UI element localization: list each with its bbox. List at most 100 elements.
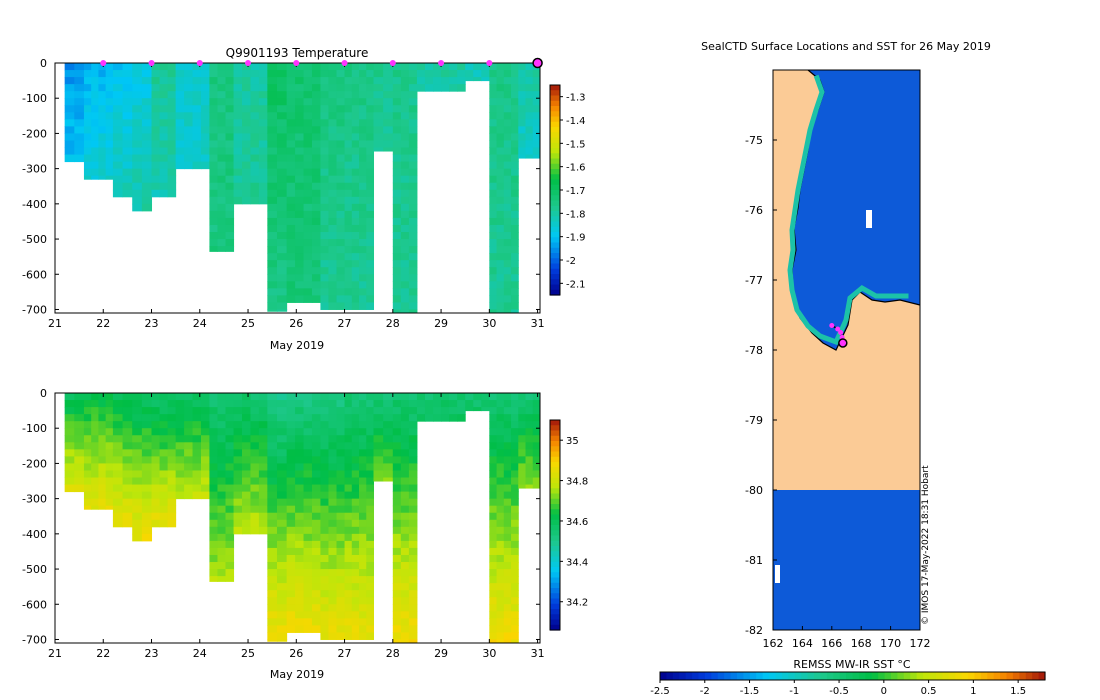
temperature-cell	[151, 84, 161, 92]
temperature-cell	[311, 147, 321, 156]
salinity-cell	[98, 456, 107, 464]
temperature-cell	[511, 302, 519, 310]
salinity-cell	[132, 533, 143, 542]
temperature-cell	[83, 63, 92, 71]
temperature-cell	[258, 91, 268, 99]
temperature-cell	[511, 140, 519, 149]
temperature-cell	[167, 161, 177, 170]
profile-markers	[100, 57, 543, 69]
colorbar-step	[550, 577, 560, 584]
salinity-cell	[233, 512, 243, 521]
colorbar-step	[550, 504, 560, 510]
temperature-cell	[359, 267, 367, 275]
temperature-cell	[344, 84, 353, 92]
temperature-cell	[175, 126, 185, 134]
salinity-cell	[276, 597, 288, 605]
sst-colorbar-step	[839, 672, 847, 680]
salinity-cell	[141, 393, 153, 401]
colorbar-step	[550, 237, 560, 244]
salinity-cell	[122, 477, 133, 486]
salinity-cell	[511, 512, 519, 521]
temperature-cell	[276, 267, 288, 275]
temperature-cell	[303, 281, 313, 289]
temperature-cell	[159, 119, 169, 127]
salinity-cell	[159, 393, 169, 401]
temperature-cell	[336, 295, 346, 303]
salinity-cell	[217, 407, 227, 415]
temperature-cell	[359, 133, 367, 141]
temperature-cell	[159, 112, 169, 120]
salinity-cell	[311, 421, 321, 429]
temperature-cell	[400, 189, 410, 198]
salinity-cell	[320, 414, 329, 422]
salinity-cell	[132, 393, 143, 401]
temperature-cell	[344, 253, 353, 261]
temperature-cell	[496, 239, 505, 247]
salinity-cell	[276, 562, 288, 570]
temperature-cell	[344, 246, 353, 254]
salinity-cell	[209, 407, 218, 415]
temperature-cell	[496, 189, 505, 198]
salinity-cell	[151, 484, 161, 493]
temperature-cell	[489, 302, 498, 310]
temperature-cell	[159, 77, 169, 85]
salinity-cell	[400, 590, 410, 598]
temperature-cell	[217, 98, 227, 106]
temperature-cell	[496, 274, 505, 282]
salinity-cell	[209, 533, 218, 542]
temperature-cell	[267, 154, 278, 163]
salinity-cell	[336, 618, 346, 626]
sst-colorbar-step	[1025, 672, 1033, 680]
salinity-cell	[359, 449, 367, 457]
temperature-cell	[242, 98, 251, 106]
salinity-cell	[217, 484, 227, 493]
temperature-cell	[303, 105, 313, 113]
temperature-cell	[465, 70, 474, 78]
salinity-cell	[225, 547, 235, 556]
salinity-cell	[286, 569, 296, 577]
temperature-cell	[141, 98, 153, 106]
salinity-cell	[98, 463, 107, 471]
y-tick-label: -500	[22, 233, 47, 246]
salinity-cell	[311, 400, 321, 408]
temperature-cell	[209, 182, 218, 191]
salinity-cell	[286, 393, 296, 401]
temperature-cell	[496, 267, 505, 275]
temperature-cell	[496, 147, 505, 156]
salinity-cell	[276, 435, 288, 443]
salinity-cell	[400, 533, 410, 542]
salinity-cell	[366, 498, 375, 507]
temperature-cell	[503, 203, 512, 212]
salinity-cell	[359, 414, 367, 422]
temperature-cell	[74, 98, 85, 106]
salinity-cell	[132, 484, 143, 493]
salinity-cell	[328, 547, 338, 556]
temperature-cell	[286, 140, 296, 149]
salinity-cell	[359, 632, 367, 640]
salinity-cell	[141, 435, 153, 443]
temperature-cell	[276, 175, 288, 184]
temperature-cell	[151, 168, 161, 177]
salinity-cell	[167, 470, 177, 479]
temperature-cell	[311, 112, 321, 120]
salinity-cell	[141, 428, 153, 436]
salinity-cell	[392, 435, 402, 443]
temperature-cell	[217, 140, 227, 149]
colorbar-step	[550, 514, 560, 521]
y-tick-label: -600	[22, 268, 47, 281]
temperature-cell	[311, 274, 321, 282]
temperature-cell	[392, 175, 402, 184]
salinity-cell	[408, 576, 418, 584]
temperature-cell	[112, 119, 124, 127]
salinity-cell	[392, 583, 402, 591]
salinity-cell	[496, 547, 505, 556]
salinity-cell	[267, 632, 278, 640]
salinity-cell	[276, 639, 288, 642]
salinity-cell	[433, 393, 442, 401]
salinity-cell	[408, 491, 418, 500]
salinity-cell	[74, 470, 85, 479]
salinity-cell	[496, 540, 505, 549]
temperature-cell	[267, 105, 278, 113]
salinity-cell	[64, 414, 75, 422]
temperature-cell	[242, 154, 251, 163]
